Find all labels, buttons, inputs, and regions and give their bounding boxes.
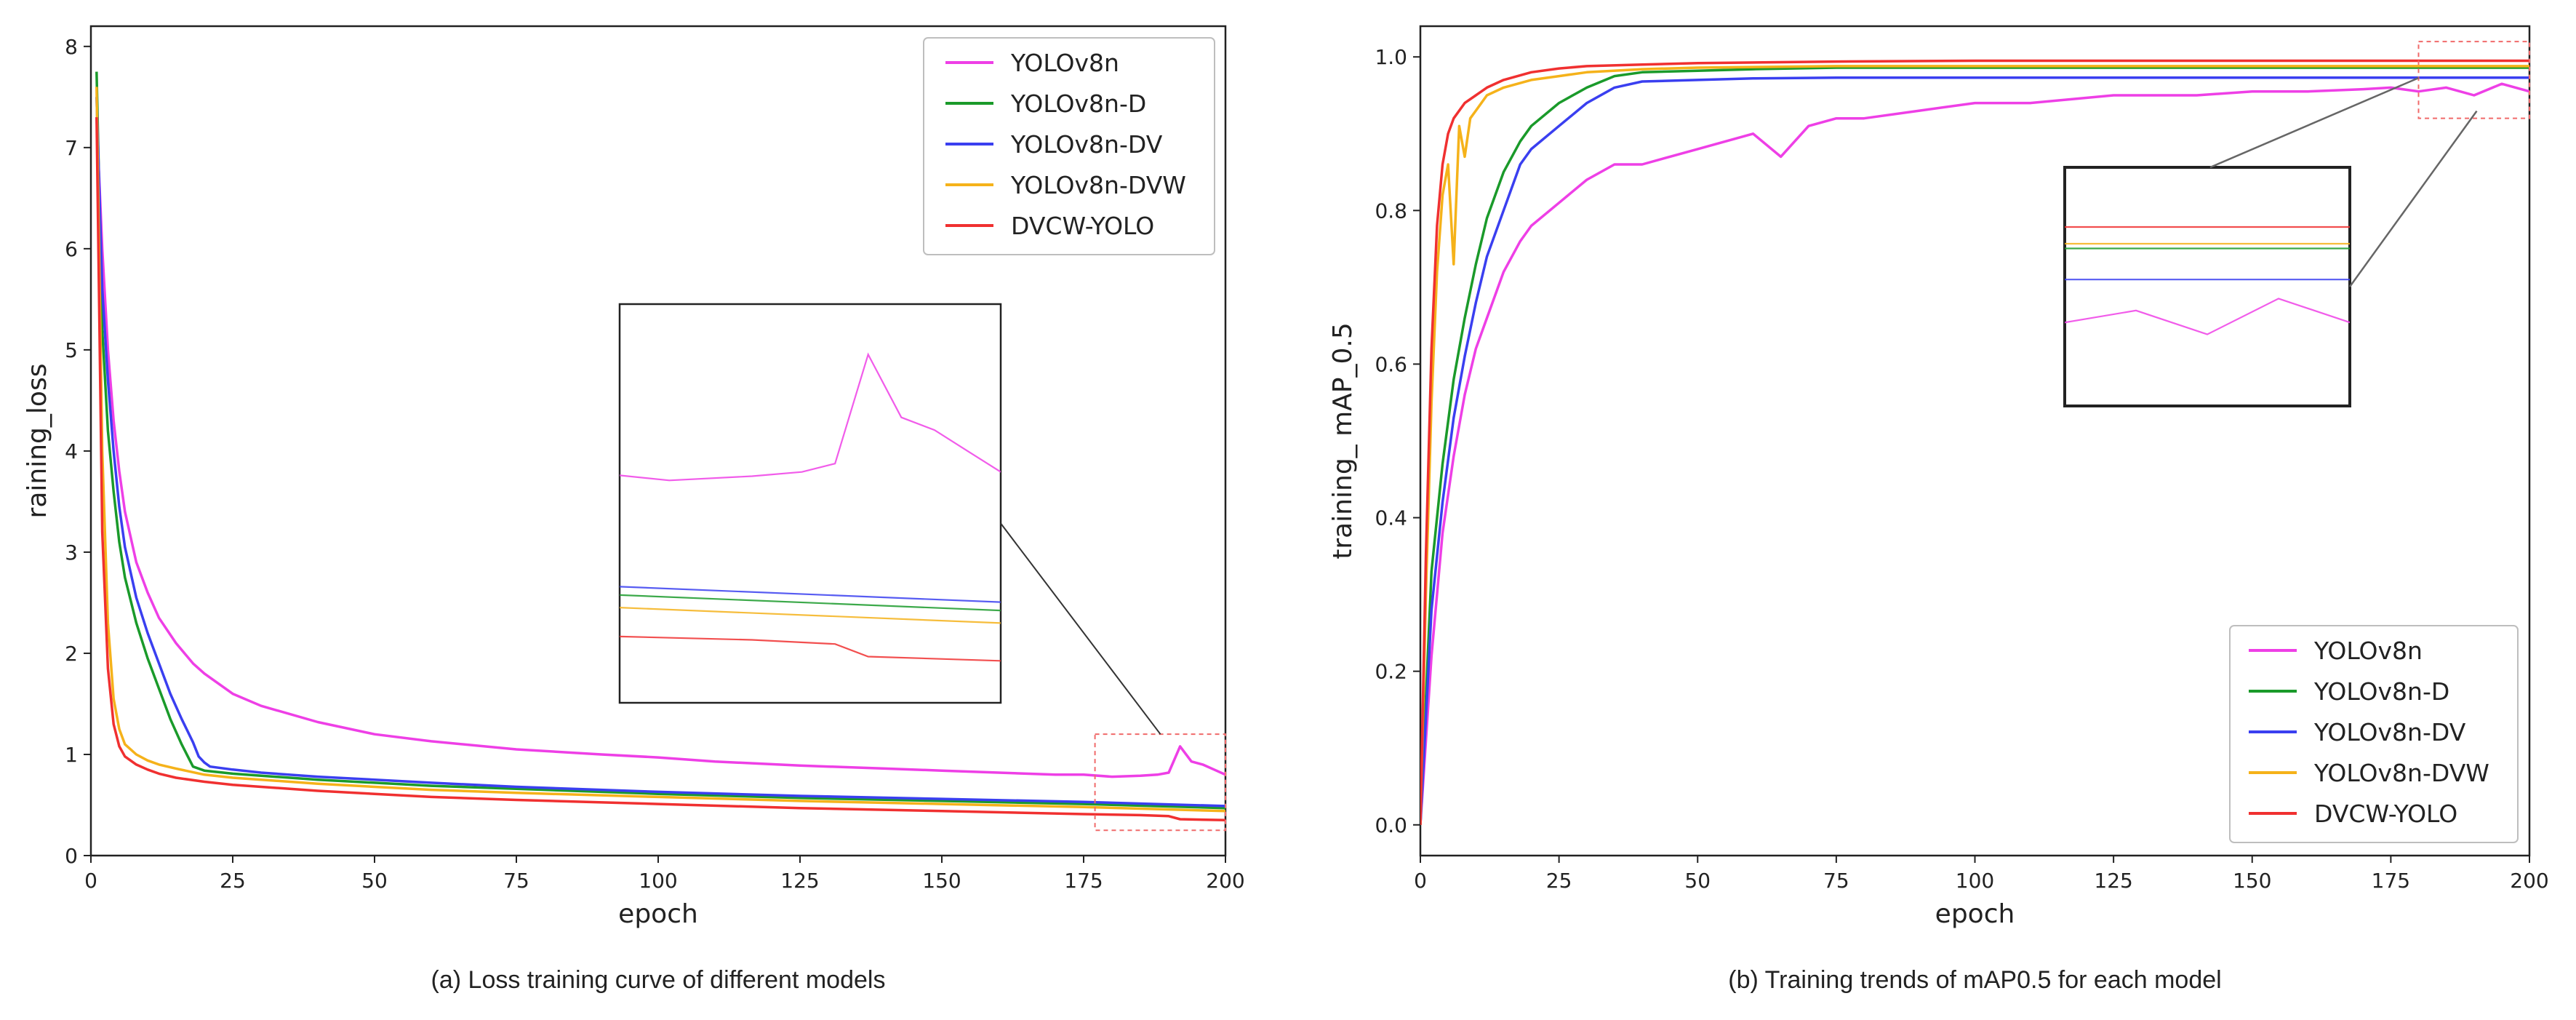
y-tick-label: 8 bbox=[65, 35, 78, 59]
x-axis-label: epoch bbox=[618, 899, 698, 929]
x-tick-label: 0 bbox=[84, 869, 97, 893]
y-tick-label: 5 bbox=[65, 338, 78, 362]
y-tick-label: 0.0 bbox=[1375, 813, 1407, 837]
x-tick-label: 150 bbox=[922, 869, 961, 893]
y-tick-label: 0.4 bbox=[1375, 506, 1407, 530]
x-tick-label: 0 bbox=[1414, 869, 1427, 893]
x-tick-label: 100 bbox=[1956, 869, 1994, 893]
connector-line bbox=[2209, 76, 2419, 169]
x-tick-label: 75 bbox=[503, 869, 529, 893]
legend-box bbox=[2229, 625, 2519, 843]
series-line-dvcw-yolo bbox=[1420, 59, 2529, 825]
chart-b: 0 25 50 75 100 125 150 175 200 0.0 0.2 0.4 0.6 0.8 1.0… bbox=[1328, 25, 2549, 994]
x-tick-label: 100 bbox=[639, 869, 677, 893]
y-tick-label: 0.8 bbox=[1375, 199, 1407, 223]
inset-frame bbox=[618, 303, 1002, 704]
legend-label: YOLOv8n bbox=[1010, 49, 1119, 77]
x-tick-label: 200 bbox=[2510, 869, 2548, 893]
series-line-yolov8n-dv bbox=[1420, 76, 2529, 825]
inset-line-yolov8n-d bbox=[620, 594, 1001, 612]
series-line-yolov8n-d bbox=[1420, 66, 2529, 825]
legend-label: YOLOv8n bbox=[2313, 637, 2423, 665]
series-line-yolov8n-dv bbox=[95, 97, 1225, 808]
y-axis-label: training_ mAP_0.5 bbox=[1328, 322, 1358, 559]
x-tick-label: 50 bbox=[1684, 869, 1711, 893]
legend-label: YOLOv8n-DVW bbox=[2313, 759, 2489, 787]
y-tick-label: 3 bbox=[65, 541, 78, 565]
legend-label: YOLOv8n-DVW bbox=[1010, 171, 1186, 199]
inset-line-dvcw-yolo bbox=[620, 635, 1001, 662]
x-tick-label: 50 bbox=[361, 869, 388, 893]
x-tick-label: 125 bbox=[2094, 869, 2132, 893]
x-tick-label: 25 bbox=[1546, 869, 1572, 893]
series-line-yolov8n bbox=[1420, 82, 2529, 825]
series-line-yolov8n-dvw bbox=[95, 87, 1225, 813]
inset-line-yolov8n bbox=[2065, 298, 2350, 335]
legend-label: DVCW-YOLO bbox=[2314, 800, 2457, 828]
legend-label: DVCW-YOLO bbox=[1011, 212, 1154, 240]
y-tick-label: 4 bbox=[65, 439, 78, 463]
series-line-yolov8n-d bbox=[95, 71, 1225, 810]
inset-line-yolov8n-dv bbox=[620, 586, 1001, 603]
y-axis-label: raining_loss bbox=[23, 364, 52, 519]
legend-label: YOLOv8n-DV bbox=[2313, 718, 2466, 746]
figure-caption: (b) Training trends of mAP0.5 for each m… bbox=[1728, 966, 2221, 994]
y-tick-label: 0 bbox=[65, 844, 78, 868]
inset-series-group bbox=[620, 352, 1001, 662]
legend-box bbox=[923, 37, 1215, 255]
legend-label: YOLOv8n-DV bbox=[1010, 130, 1163, 159]
x-tick-label: 75 bbox=[1823, 869, 1849, 893]
connector-line bbox=[2348, 110, 2478, 287]
x-tick-label: 175 bbox=[2372, 869, 2410, 893]
legend-label: YOLOv8n-D bbox=[1010, 89, 1146, 118]
series-line-yolov8n bbox=[95, 117, 1225, 778]
figure-caption: (a) Loss training curve of different mod… bbox=[431, 966, 886, 994]
series-line-dvcw-yolo bbox=[95, 117, 1225, 822]
legend-label: YOLOv8n-D bbox=[2313, 677, 2449, 706]
inset-line-yolov8n bbox=[620, 352, 1001, 482]
x-tick-label: 125 bbox=[780, 869, 819, 893]
y-tick-label: 0.2 bbox=[1375, 660, 1407, 684]
x-tick-label: 200 bbox=[1206, 869, 1244, 893]
y-tick-label: 0.6 bbox=[1375, 352, 1407, 376]
y-tick-label: 1.0 bbox=[1375, 45, 1407, 69]
y-tick-label: 1 bbox=[65, 743, 78, 767]
chart-a: 0 25 50 75 100 125 150 175 200 0 1 2 3 4 5 6 7 8 epoch rain… bbox=[23, 25, 1245, 994]
inset-line-yolov8n-dvw bbox=[620, 607, 1001, 624]
x-axis-label: epoch bbox=[1935, 899, 2015, 929]
zoom-region-box bbox=[2417, 41, 2530, 119]
inset-frame bbox=[2063, 166, 2351, 407]
inset-series-group bbox=[2065, 226, 2350, 335]
y-tick-label: 6 bbox=[65, 237, 78, 261]
series-group bbox=[95, 71, 1225, 822]
x-tick-label: 25 bbox=[220, 869, 246, 893]
x-tick-label: 175 bbox=[1064, 869, 1103, 893]
y-tick-label: 2 bbox=[65, 642, 78, 666]
series-line-yolov8n-dvw bbox=[1420, 65, 2529, 825]
x-tick-label: 150 bbox=[2233, 869, 2271, 893]
y-tick-label: 7 bbox=[65, 136, 78, 160]
series-group bbox=[1420, 59, 2529, 825]
connector-line bbox=[1000, 522, 1161, 735]
